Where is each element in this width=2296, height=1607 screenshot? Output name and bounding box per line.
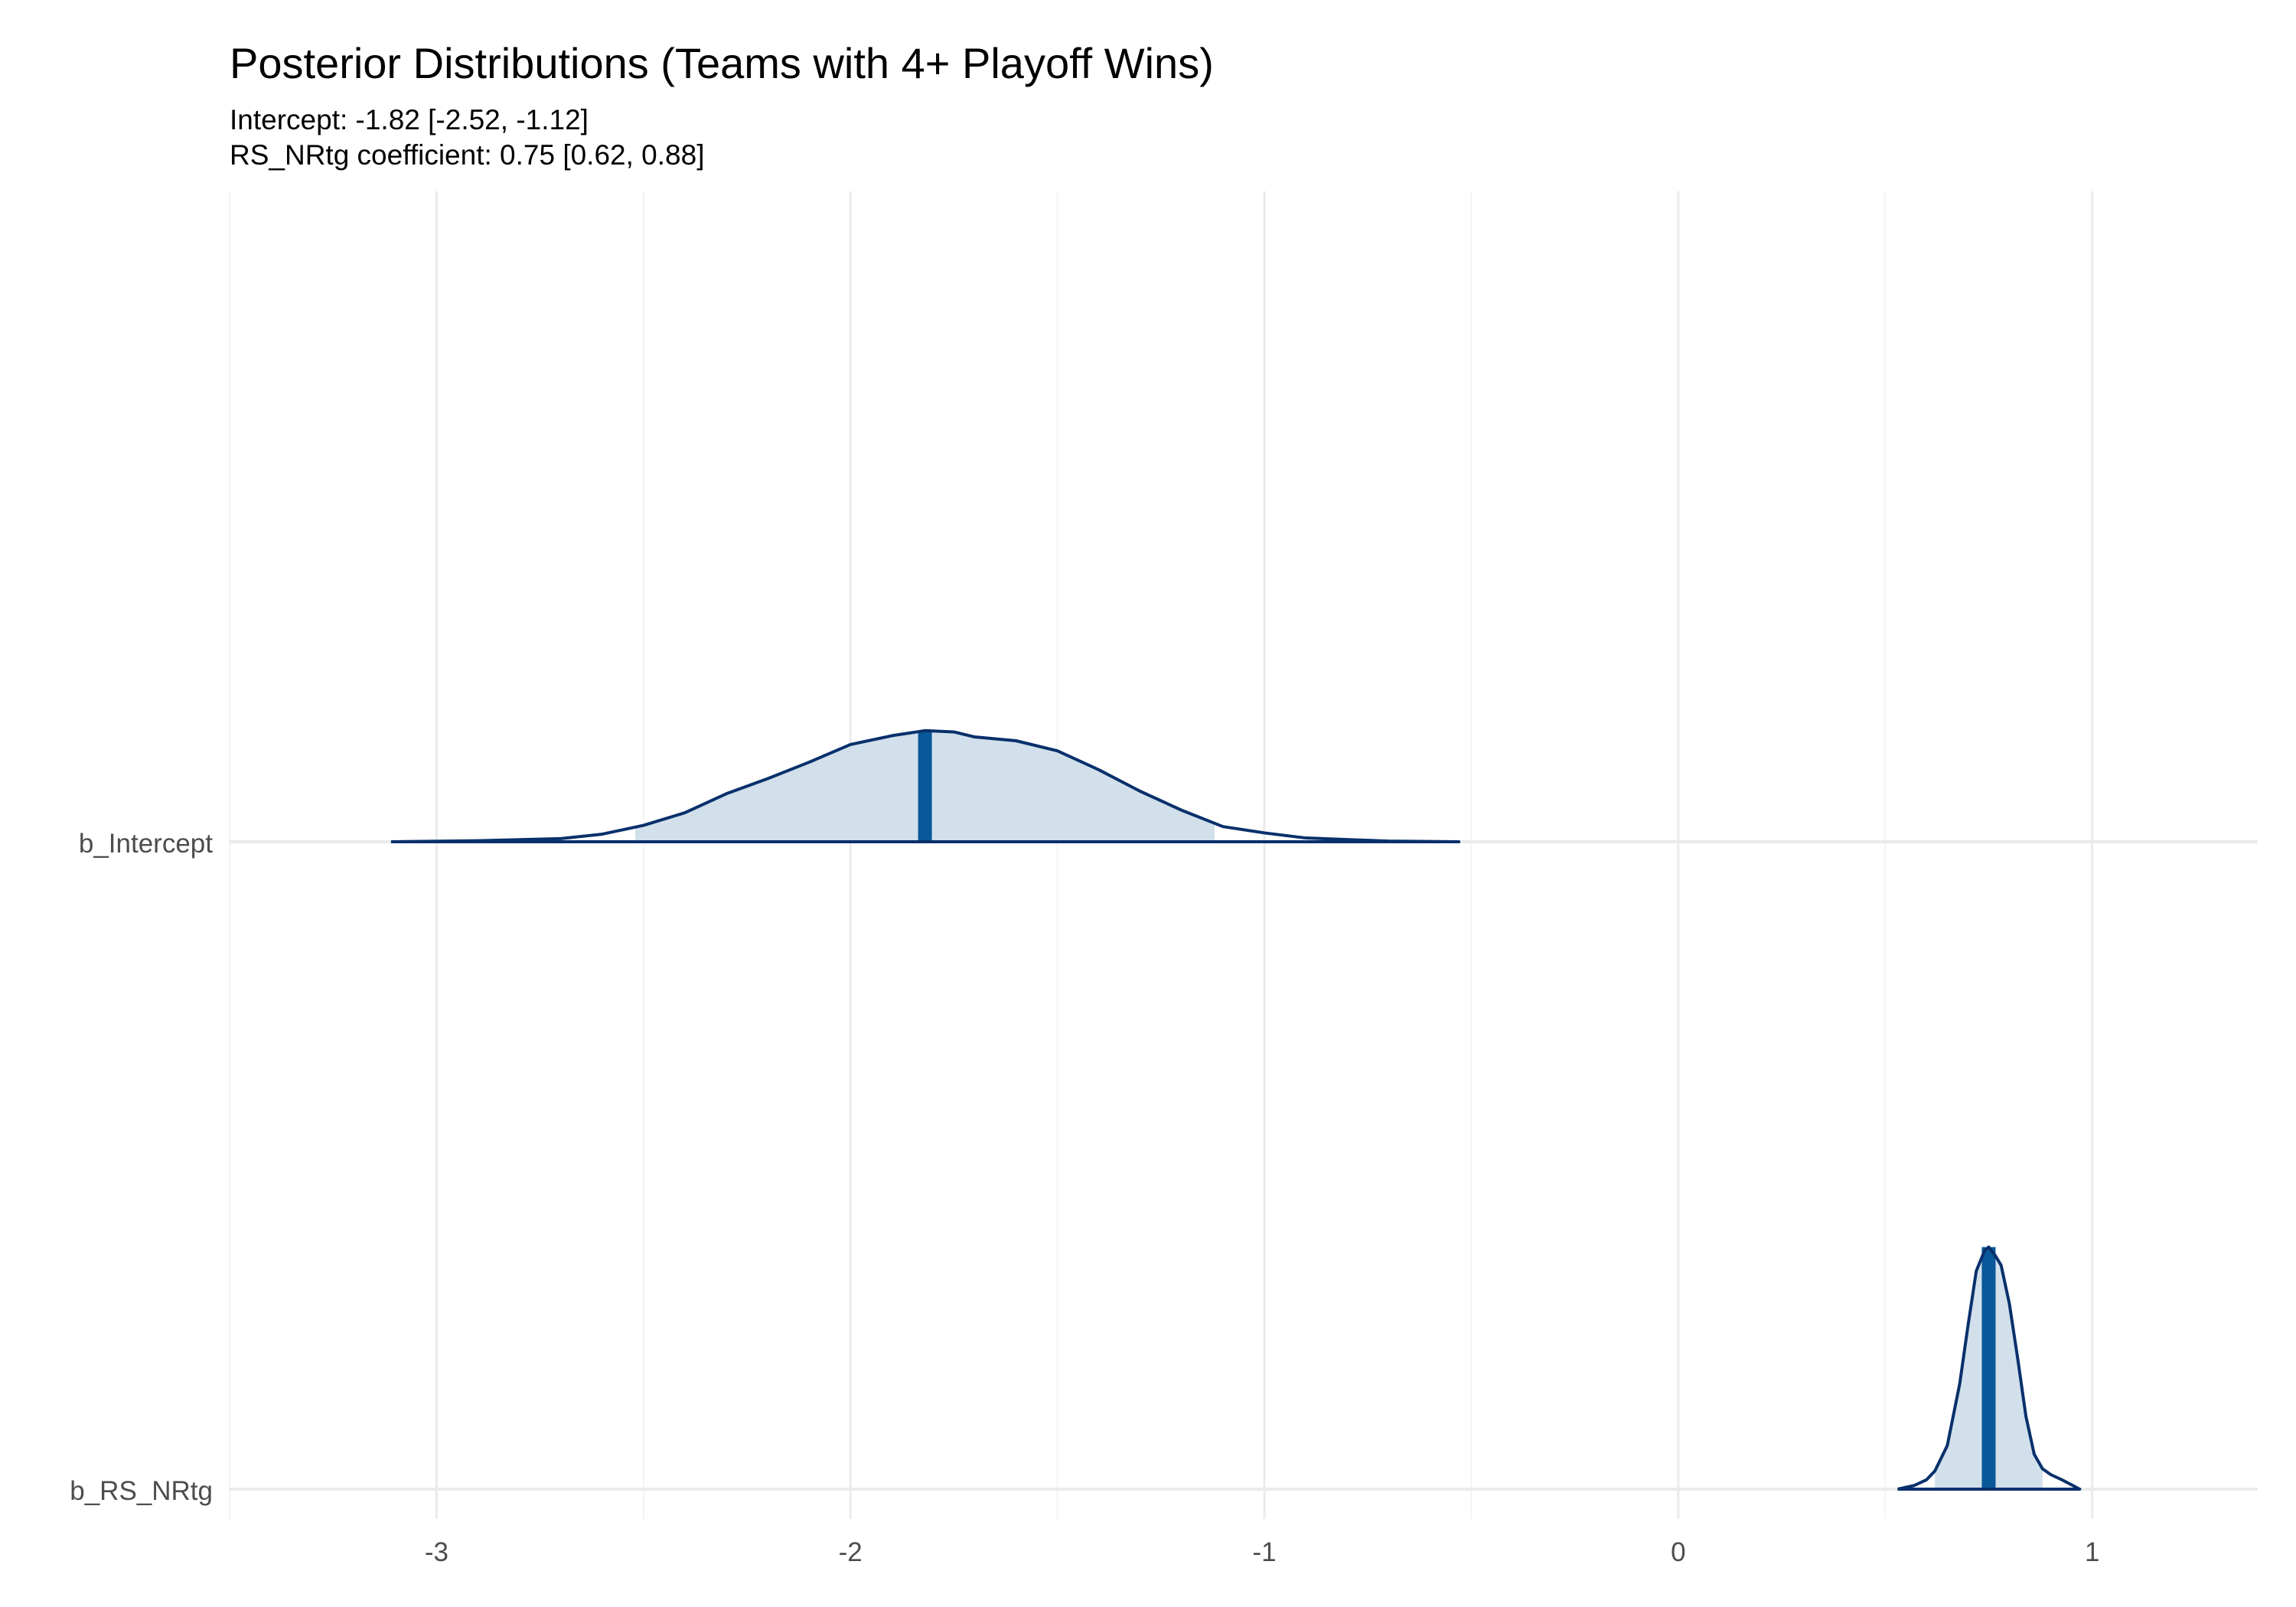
axis-labels: b_Intercept b_RS_NRtg -3 -2 -1 0 1	[70, 829, 2099, 1567]
x-tick-label: -1	[1252, 1537, 1276, 1567]
ridges	[390, 729, 2082, 1491]
x-tick-label: 0	[1671, 1537, 1685, 1567]
x-tick-label: -3	[425, 1537, 448, 1567]
y-tick-label: b_RS_NRtg	[70, 1476, 213, 1506]
chart-subtitle-intercept: Intercept: -1.82 [-2.52, -1.12]	[230, 104, 589, 135]
density-curve-b_RS_NRtg	[1897, 1245, 2082, 1491]
x-tick-label: -2	[839, 1537, 863, 1567]
gridlines	[229, 191, 2258, 1519]
chart-subtitle-coefficient: RS_NRtg coefficient: 0.75 [0.62, 0.88]	[230, 139, 705, 171]
y-tick-label: b_Intercept	[79, 829, 213, 859]
density-curve-b_Intercept	[390, 729, 1461, 843]
chart-title: Posterior Distributions (Teams with 4+ P…	[230, 39, 1214, 87]
x-tick-label: 1	[2085, 1537, 2099, 1567]
